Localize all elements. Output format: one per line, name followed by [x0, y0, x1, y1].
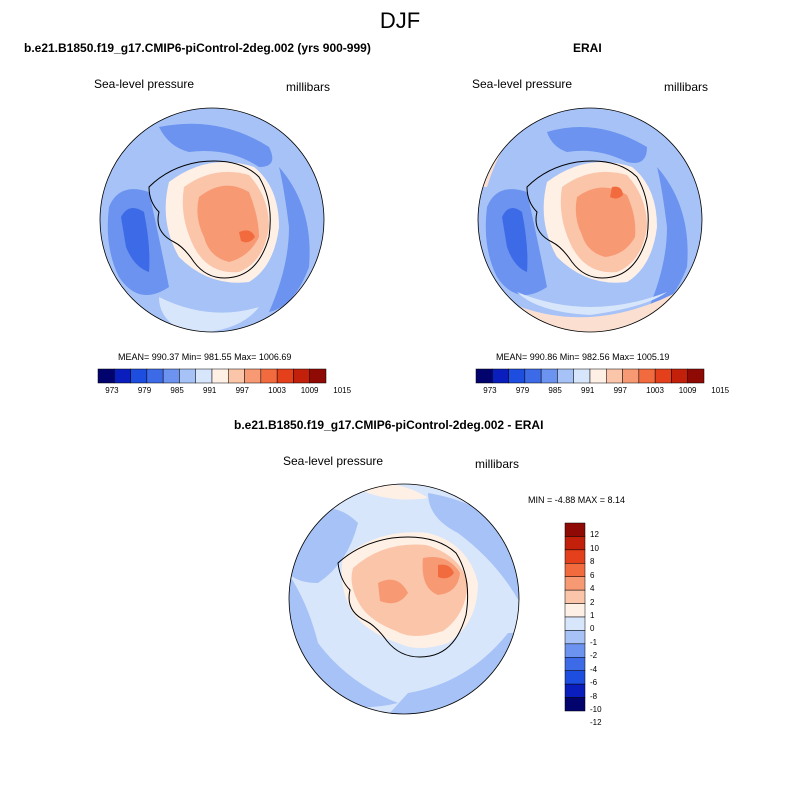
- colorbar-swatch: [508, 368, 526, 384]
- colorbar-swatch: [564, 657, 586, 671]
- model-colorbar-ticks: 973 979 985 991 997 1003 1009 1015: [98, 386, 351, 398]
- colorbar-swatch: [309, 368, 327, 384]
- colorbar-swatch: [564, 603, 586, 618]
- colorbar-swatch: [589, 368, 607, 384]
- colorbar-tick-label: 991: [203, 386, 217, 395]
- colorbar-tick-label: 997: [235, 386, 249, 395]
- obs-stats: MEAN= 990.86 Min= 982.56 Max= 1005.19: [496, 352, 670, 362]
- colorbar-swatch: [130, 368, 148, 384]
- colorbar-swatch: [671, 368, 688, 384]
- colorbar-swatch: [114, 368, 131, 384]
- colorbar-swatch: [211, 368, 229, 384]
- colorbar-swatch: [654, 368, 672, 384]
- colorbar-tick-label: 979: [137, 386, 152, 395]
- colorbar-swatch: [244, 368, 262, 384]
- colorbar-swatch: [564, 630, 586, 645]
- colorbar-swatch: [276, 368, 294, 384]
- figure-title: DJF: [379, 8, 421, 33]
- colorbar-tick-label: 4: [590, 584, 595, 594]
- colorbar-swatch: [162, 368, 180, 384]
- colorbar-tick-label: 973: [483, 386, 497, 395]
- colorbar-swatch: [293, 368, 310, 384]
- colorbar-tick-label: -12: [590, 718, 602, 728]
- colorbar-swatch: [638, 368, 656, 384]
- colorbar-tick-label: 8: [590, 557, 595, 567]
- obs-units-label: millibars: [664, 80, 709, 94]
- colorbar-tick-label: 1015: [711, 386, 730, 395]
- colorbar-tick-label: 979: [515, 386, 530, 395]
- colorbar-swatch: [195, 368, 213, 384]
- colorbar-tick-label: -6: [590, 678, 598, 688]
- diff-units-label: millibars: [475, 457, 520, 471]
- colorbar-tick-label: 1015: [333, 386, 352, 395]
- obs-variable-label: Sea-level pressure: [472, 77, 573, 91]
- colorbar-swatch: [606, 368, 623, 384]
- colorbar-swatch: [492, 368, 509, 384]
- colorbar-swatch: [564, 536, 586, 551]
- obs-panel-title: ERAI: [573, 41, 602, 55]
- diff-colorbar-ticks: 12 10 8 6 4 2 1 0 -1 -2 -4 -6 -8 -10 -12: [590, 523, 620, 727]
- colorbar-tick-label: -10: [590, 705, 602, 714]
- colorbar-swatch: [540, 368, 558, 384]
- obs-colorbar: [475, 368, 705, 384]
- model-variable-label: Sea-level pressure: [94, 77, 195, 91]
- colorbar-swatch: [146, 368, 164, 384]
- obs-polar-map: [477, 107, 703, 333]
- colorbar-tick-label: 985: [170, 386, 184, 395]
- colorbar-swatch: [564, 616, 586, 631]
- colorbar-swatch: [564, 549, 586, 564]
- diff-polar-map: [288, 483, 520, 715]
- model-stats: MEAN= 990.37 Min= 981.55 Max= 1006.69: [118, 352, 292, 362]
- colorbar-tick-label: 1: [590, 611, 595, 620]
- colorbar-tick-label: -8: [590, 691, 598, 701]
- colorbar-swatch: [557, 368, 574, 384]
- colorbar-tick-label: 991: [581, 386, 595, 395]
- model-units-label: millibars: [286, 80, 331, 94]
- colorbar-tick-label: -1: [590, 637, 598, 647]
- colorbar-tick-label: -2: [590, 651, 598, 661]
- colorbar-swatch: [564, 589, 586, 604]
- diff-panel-title: b.e21.B1850.f19_g17.CMIP6-piControl-2deg…: [234, 418, 544, 432]
- colorbar-tick-label: 6: [590, 570, 595, 580]
- colorbar-swatch: [228, 368, 245, 384]
- colorbar-tick-label: 10: [590, 543, 599, 553]
- colorbar-swatch: [475, 368, 493, 384]
- colorbar-swatch: [564, 697, 586, 712]
- colorbar-swatch: [564, 683, 586, 698]
- colorbar-swatch: [573, 368, 591, 384]
- colorbar-tick-label: 985: [548, 386, 562, 395]
- colorbar-swatch: [179, 368, 196, 384]
- colorbar-swatch: [564, 576, 586, 591]
- colorbar-tick-label: 0: [590, 624, 595, 634]
- colorbar-swatch: [622, 368, 640, 384]
- diff-variable-label: Sea-level pressure: [283, 454, 384, 468]
- colorbar-tick-label: 997: [613, 386, 627, 395]
- colorbar-tick-label: 2: [590, 597, 595, 607]
- colorbar-swatch: [564, 643, 586, 658]
- colorbar-swatch: [687, 368, 705, 384]
- model-colorbar: [97, 368, 327, 384]
- colorbar-swatch: [524, 368, 542, 384]
- obs-colorbar-ticks: 973 979 985 991 997 1003 1009 1015: [476, 386, 729, 398]
- colorbar-swatch: [564, 522, 586, 537]
- model-panel-title: b.e21.B1850.f19_g17.CMIP6-piControl-2deg…: [24, 41, 371, 55]
- diff-colorbar: [564, 522, 586, 712]
- diff-stats: MIN = -4.88 MAX = 8.14: [528, 495, 626, 505]
- colorbar-swatch: [97, 368, 115, 384]
- colorbar-swatch: [564, 670, 586, 685]
- colorbar-swatch: [260, 368, 278, 384]
- colorbar-tick-label: 1009: [300, 386, 319, 395]
- colorbar-tick-label: 973: [105, 386, 119, 395]
- model-polar-map: [99, 107, 325, 333]
- colorbar-swatch: [564, 563, 586, 577]
- colorbar-tick-label: -4: [590, 664, 598, 674]
- colorbar-tick-label: 1009: [678, 386, 697, 395]
- colorbar-tick-label: 1003: [268, 386, 286, 395]
- colorbar-tick-label: 1003: [646, 386, 664, 395]
- colorbar-tick-label: 12: [590, 530, 599, 540]
